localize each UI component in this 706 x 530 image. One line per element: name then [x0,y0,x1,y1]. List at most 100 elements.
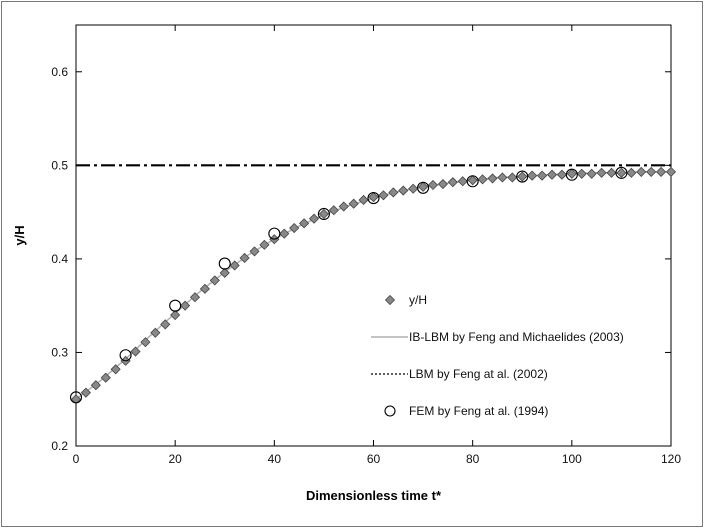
x-tick-label: 40 [268,452,282,466]
fem-circle-point [268,227,281,240]
yh-diamond-point [160,319,171,330]
yh-diamond-point [279,228,290,239]
yh-diamond-point [507,172,518,183]
x-tick-label: 80 [466,452,480,466]
fem-circle-point [317,207,330,221]
fem-circle-point [69,391,83,404]
yh-diamond-point [527,170,538,181]
yh-diamond-point [586,168,597,179]
y-tick-label: 0.2 [51,439,68,453]
yh-diamond-point [110,364,121,375]
fem-circle-point [615,166,628,179]
y-tick-label: 0.5 [51,158,68,172]
fem-circle-point [169,299,182,312]
yh-diamond-point [546,169,558,180]
fem-circle-point [417,181,430,194]
fem-circle-point [119,349,132,362]
fem-circle-point [466,175,479,188]
yh-diamond-point [130,346,141,357]
fem-circle-point [516,170,529,183]
legend-label: IB-LBM by Feng and Michaelides (2003) [409,330,624,344]
yh-diamond-point [437,178,448,190]
yh-diamond-point [199,283,210,294]
fem-marker-group [69,166,628,404]
x-tick-label: 120 [661,452,681,466]
y-axis-title: y/H [12,225,27,245]
yh-diamond-point [646,166,657,177]
yh-diamond-point [328,205,339,216]
yh-diamond-point [537,170,548,181]
yh-diamond-point [576,168,587,179]
yh-diamond-point [318,208,329,220]
x-tick-label: 20 [168,452,182,466]
yh-diamond-point [606,167,617,178]
y-tick-label: 0.6 [51,65,68,79]
yh-diamond-point [517,171,528,182]
yh-diamond-point [259,239,270,250]
y-tick-label: 0.4 [51,252,68,266]
yh-diamond-point [219,267,230,278]
yh-diamond-point [447,177,458,188]
x-tick-label: 100 [562,452,582,466]
yh-diamond-point [497,172,508,183]
yh-diamond-point [636,166,647,177]
legend-diamond-marker [384,294,396,306]
yh-diamond-point [566,168,577,179]
yh-diamond-point [189,292,201,303]
fem-circle-point [367,192,380,205]
yh-diamond-point [467,175,478,186]
fem-circle-point [218,257,231,270]
yh-diamond-point [457,176,468,187]
yh-diamond-point [368,192,379,203]
x-tick-label: 60 [367,452,381,466]
yh-diamond-point [338,201,349,212]
axes [75,24,672,447]
legend-circle-marker [384,405,396,417]
yh-diamond-point [487,173,498,184]
yh-diamond-point [408,183,419,194]
yh-diamond-point [398,185,409,196]
plot-area-border [75,24,672,447]
yh-diamond-point [596,167,607,178]
yh-diamond-point [388,187,399,198]
yh-diamond-point [626,167,637,178]
fem-circle-point [565,168,578,181]
yh-diamond-point [556,169,567,180]
yh-diamond-point [418,181,429,192]
legend: y/H IB-LBM by Feng and Michaelides (2003)… [371,293,624,418]
yh-diamond-point [100,372,111,383]
yh-diamond-point [616,167,627,178]
yh-diamond-point [90,380,101,391]
yh-diamond-point [289,222,300,234]
legend-label: FEM by Feng at al. (1994) [409,404,548,418]
iblbm-line [75,171,671,400]
yh-marker-group [70,166,677,405]
x-axis-title: Dimensionless time t* [306,488,442,503]
yh-diamond-point [358,194,369,206]
yh-diamond-point [308,213,320,224]
yh-diamond-point [170,309,181,321]
yh-diamond-point [656,166,667,177]
yh-diamond-point [80,387,91,398]
yh-diamond-point [477,174,488,185]
legend-label: LBM by Feng at al. (2002) [409,367,548,381]
yh-diamond-point [299,218,310,229]
yh-diamond-point [209,275,220,286]
yh-diamond-point [229,260,240,271]
yh-diamond-point [70,394,82,405]
tick-group: 0 20 40 60 80 100 120 0.2 0.3 0.4 0.5 0.6 [51,25,681,466]
legend-label: y/H [409,293,427,307]
yh-diamond-point [150,327,161,338]
iblbm-line-group [75,171,671,400]
y-tick-label: 0.3 [51,345,68,359]
x-tick-label: 0 [73,452,80,466]
yh-diamond-point [239,252,250,264]
yh-diamond-point [249,246,260,257]
yh-diamond-point [665,166,677,177]
yh-diamond-point [378,190,389,201]
yh-diamond-point [180,300,191,311]
yh-diamond-point [140,337,151,348]
yh-diamond-point [427,179,439,191]
